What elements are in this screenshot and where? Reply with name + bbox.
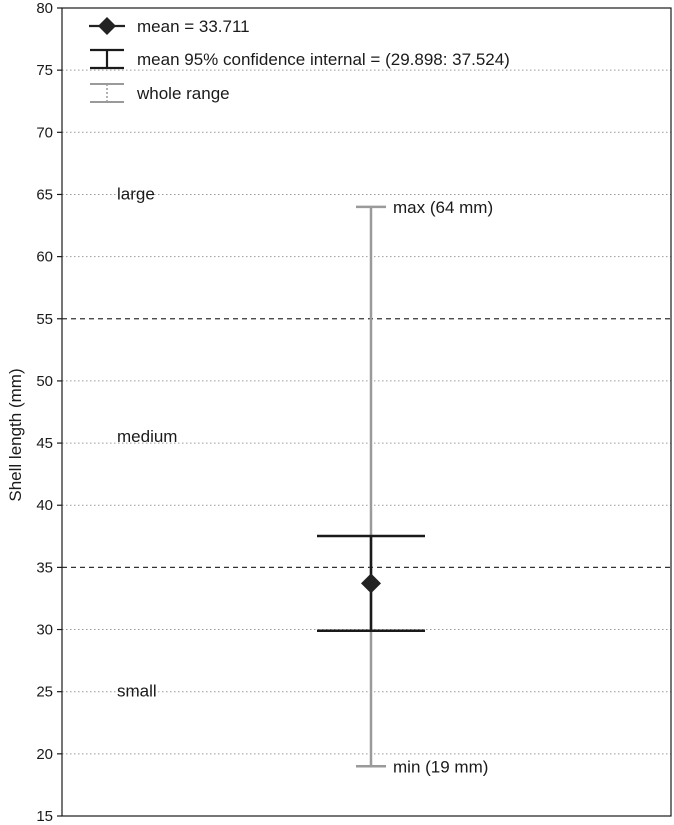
mean-diamond [361, 573, 381, 594]
legend-label: mean = 33.711 [137, 17, 250, 36]
legend-label: mean 95% confidence internal = (29.898: … [137, 50, 510, 69]
y-axis-ticks: 15 20 25 30 35 40 45 50 55 60 65 70 75 80 [36, 0, 62, 825]
range-min-label: min (19 mm) [393, 757, 488, 776]
y-tick-label: 45 [36, 435, 53, 452]
legend-mean-diamond [98, 17, 116, 35]
grid [62, 69, 671, 755]
class-label-small: small [117, 682, 157, 701]
y-tick-label: 75 [36, 62, 53, 79]
class-label-medium: medium [117, 427, 177, 446]
y-tick-label: 40 [36, 497, 53, 514]
class-thresholds [62, 318, 671, 568]
y-tick-label: 60 [36, 249, 53, 266]
y-tick-label: 25 [36, 684, 53, 701]
y-tick-label: 20 [36, 746, 53, 763]
y-tick-label: 35 [36, 559, 53, 576]
class-label-large: large [117, 184, 155, 203]
y-tick-label: 65 [36, 186, 53, 203]
y-tick-label: 50 [36, 373, 53, 390]
y-tick-label: 80 [36, 0, 53, 17]
mean-marker [361, 573, 381, 594]
y-axis-label: Shell length (mm) [6, 368, 25, 501]
legend: mean = 33.711 mean 95% confidence interna… [89, 17, 510, 103]
y-tick-label: 30 [36, 622, 53, 639]
y-tick-label: 70 [36, 124, 53, 141]
class-labels: large medium small [117, 184, 177, 700]
range-max-label: max (64 mm) [393, 198, 493, 217]
y-tick-label: 55 [36, 311, 53, 328]
y-tick-label: 15 [36, 808, 53, 825]
range-bar: max (64 mm) min (19 mm) [356, 198, 493, 776]
plot-frame [61, 7, 672, 817]
legend-label: whole range [136, 84, 230, 103]
